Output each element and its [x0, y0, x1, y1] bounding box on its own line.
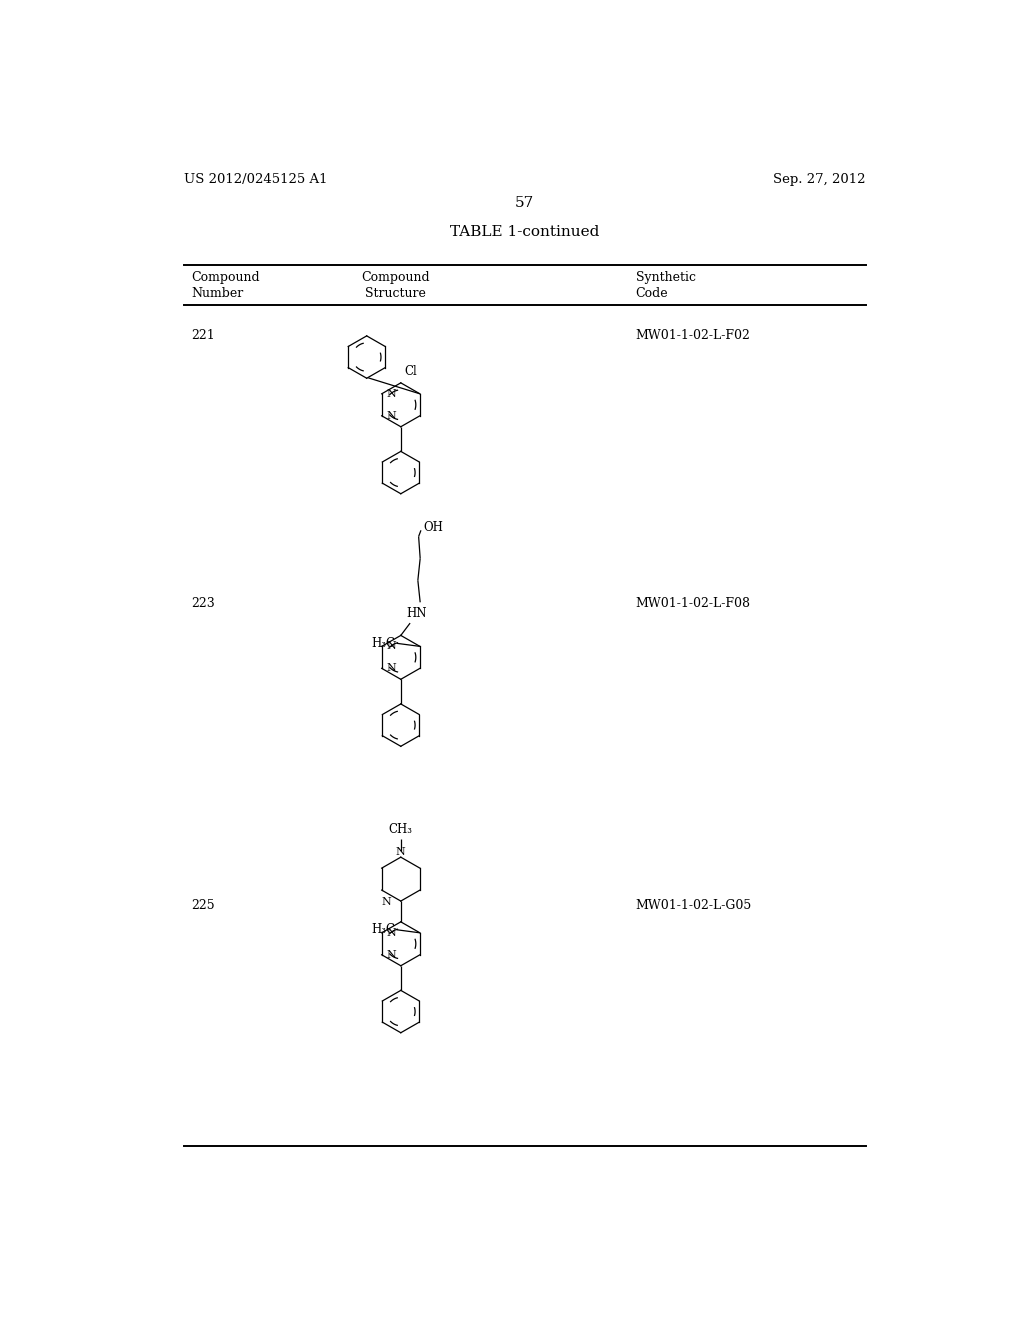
- Text: N: N: [386, 928, 396, 937]
- Text: Synthetic: Synthetic: [636, 271, 695, 284]
- Text: 221: 221: [191, 329, 215, 342]
- Text: 223: 223: [191, 597, 215, 610]
- Text: 225: 225: [191, 899, 215, 912]
- Text: Code: Code: [636, 286, 669, 300]
- Text: US 2012/0245125 A1: US 2012/0245125 A1: [183, 173, 328, 186]
- Text: H₃C: H₃C: [371, 923, 395, 936]
- Text: N: N: [386, 950, 396, 960]
- Text: CH₃: CH₃: [389, 822, 413, 836]
- Text: Compound: Compound: [191, 271, 260, 284]
- Text: HN: HN: [407, 607, 427, 620]
- Text: Compound: Compound: [361, 271, 430, 284]
- Text: N: N: [381, 896, 391, 907]
- Text: MW01-1-02-L-F02: MW01-1-02-L-F02: [636, 329, 751, 342]
- Text: N: N: [386, 411, 396, 421]
- Text: Sep. 27, 2012: Sep. 27, 2012: [773, 173, 866, 186]
- Text: N: N: [386, 389, 396, 399]
- Text: N: N: [396, 847, 406, 857]
- Text: OH: OH: [423, 520, 443, 533]
- Text: Number: Number: [191, 286, 244, 300]
- Text: 57: 57: [515, 197, 535, 210]
- Text: MW01-1-02-L-F08: MW01-1-02-L-F08: [636, 597, 751, 610]
- Text: TABLE 1-continued: TABLE 1-continued: [451, 224, 599, 239]
- Text: H₃C: H₃C: [371, 636, 395, 649]
- Text: N: N: [386, 664, 396, 673]
- Text: Cl: Cl: [403, 364, 417, 378]
- Text: MW01-1-02-L-G05: MW01-1-02-L-G05: [636, 899, 752, 912]
- Text: Structure: Structure: [365, 286, 426, 300]
- Text: N: N: [386, 642, 396, 651]
